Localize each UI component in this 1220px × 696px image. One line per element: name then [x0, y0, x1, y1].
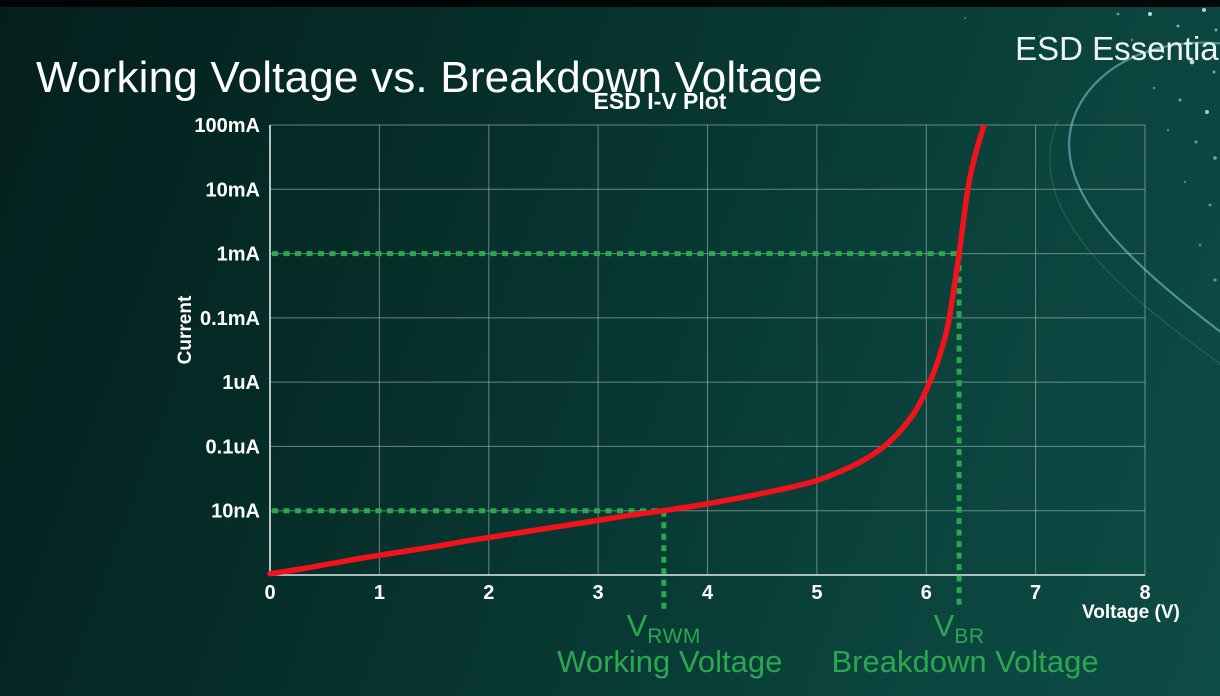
vrwm-label: VRWM — [626, 608, 701, 648]
decor-dot — [1152, 86, 1156, 90]
decor-dot — [1178, 98, 1182, 102]
decor-dot — [1130, 38, 1134, 42]
x-tick-label: 0 — [264, 582, 275, 604]
x-tick-label: 3 — [593, 582, 604, 604]
x-tick-label: 6 — [921, 582, 932, 604]
y-tick-label: 1mA — [217, 244, 260, 266]
vbr-symbol: V — [933, 608, 955, 643]
x-tick-label: 2 — [483, 582, 494, 604]
decor-dot — [1205, 110, 1209, 114]
decor-dot — [1148, 12, 1152, 16]
x-tick-label: 8 — [1139, 582, 1150, 604]
vbr-label: VBR — [933, 608, 985, 648]
x-tick-label: 5 — [811, 582, 822, 604]
decor-dot — [1116, 12, 1120, 16]
decor-dot — [1194, 140, 1198, 144]
y-tick-label: 10mA — [206, 179, 260, 201]
y-tick-label: 1uA — [222, 372, 260, 394]
decor-dot — [1213, 278, 1217, 282]
decor-dot — [1198, 243, 1202, 247]
iv-curve — [267, 125, 987, 577]
vrwm-caption: Working Voltage — [557, 644, 783, 679]
chart-title: ESD I-V Plot — [593, 88, 727, 114]
letterbox-bar — [0, 0, 1220, 7]
decor-dot — [1176, 24, 1180, 28]
decor-dot — [1202, 8, 1206, 12]
y-tick-label: 100mA — [194, 115, 260, 137]
decor-dot — [1183, 180, 1187, 184]
y-tick-label: 0.1uA — [206, 436, 260, 458]
decor-dot — [1214, 28, 1218, 32]
brand-text: ESD Essential — [1015, 30, 1220, 67]
decor-dot — [963, 16, 967, 20]
decor-dot — [1039, 35, 1041, 37]
vbr-subscript: BR — [954, 625, 985, 648]
decor-dot — [1161, 50, 1165, 54]
decor-swoosh-faint — [1049, 119, 1220, 365]
y-tick-label: 0.1mA — [200, 308, 260, 330]
vbr-caption: Breakdown Voltage — [831, 644, 1099, 679]
x-tick-label: 7 — [1030, 582, 1041, 604]
x-axis-title: Voltage (V) — [1082, 602, 1180, 623]
y-tick-label: 10nA — [211, 501, 260, 523]
decor-dot — [1213, 156, 1217, 160]
vrwm-symbol: V — [626, 608, 648, 643]
decor-dot — [1189, 59, 1195, 65]
x-tick-label: 1 — [374, 582, 385, 604]
decor-dot — [1166, 128, 1170, 132]
x-tick-label: 4 — [702, 582, 714, 604]
decor-dot — [1208, 203, 1212, 207]
decor-swoosh — [1068, 41, 1220, 333]
decor-dot — [1212, 70, 1216, 74]
vrwm-subscript: RWM — [647, 625, 701, 648]
page-title: Working Voltage vs. Breakdown Voltage — [36, 53, 823, 103]
